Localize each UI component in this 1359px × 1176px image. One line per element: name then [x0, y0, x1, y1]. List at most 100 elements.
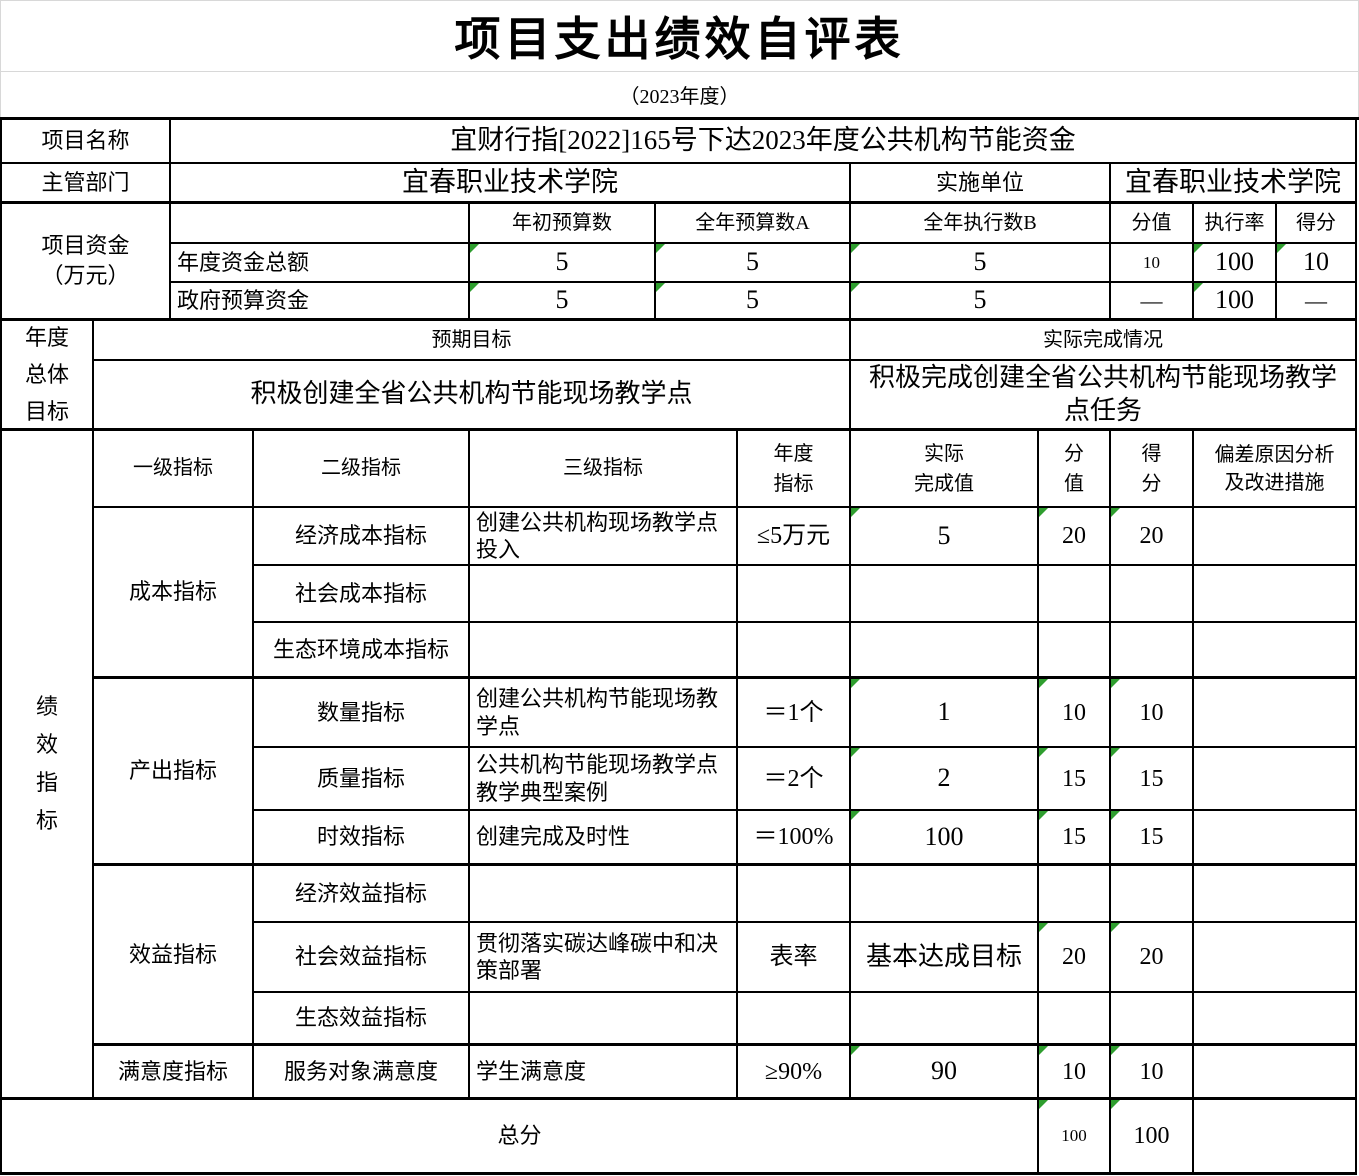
indicator-annual [738, 566, 851, 623]
funding-cell: 5 [470, 244, 656, 283]
indicator-level3: 创建完成及时性 [470, 811, 738, 866]
funding-section-label: 项目资金 （万元） [2, 204, 171, 321]
cell-note-icon [851, 1046, 860, 1055]
cell-note-icon [1111, 1100, 1120, 1109]
indicator-score: 20 [1111, 508, 1194, 566]
indicator-actual: 90 [851, 1046, 1039, 1100]
cell-note-icon [1111, 923, 1120, 932]
cell-note-icon [656, 244, 665, 253]
funding-blank-header [171, 204, 470, 244]
cell-note-icon [1111, 748, 1120, 757]
cell-note-icon [1039, 508, 1048, 517]
cell-note-icon [1194, 283, 1203, 292]
indicators-h-annual: 年度 指标 [738, 431, 851, 508]
indicator-deviation [1194, 623, 1357, 679]
indicator-weight [1039, 993, 1111, 1046]
indicator-deviation [1194, 923, 1357, 993]
indicator-actual: 2 [851, 748, 1039, 811]
indicator-weight: 20 [1039, 508, 1111, 566]
indicator-score: 10 [1111, 679, 1194, 748]
indicator-score [1111, 623, 1194, 679]
cell-note-icon [470, 244, 479, 253]
cell-note-icon [851, 811, 860, 820]
indicator-annual [738, 623, 851, 679]
indicator-level2: 社会成本指标 [254, 566, 470, 623]
indicator-level3: 学生满意度 [470, 1046, 738, 1100]
indicators-section-label: 绩 效 指 标 [2, 431, 94, 1100]
funding-cell: 10 [1277, 244, 1357, 283]
funding-col-initial: 年初预算数 [470, 204, 656, 244]
indicator-level2: 经济成本指标 [254, 508, 470, 566]
cell-note-icon [1111, 1046, 1120, 1055]
indicator-level2: 生态效益指标 [254, 993, 470, 1046]
cell-note-icon [1111, 508, 1120, 517]
indicator-annual [738, 993, 851, 1046]
page-title: 项目支出绩效自评表 [0, 0, 1359, 72]
indicator-deviation [1194, 566, 1357, 623]
funding-col-executed: 全年执行数B [851, 204, 1111, 244]
indicator-level2: 经济效益指标 [254, 866, 470, 923]
cell-note-icon [1111, 679, 1120, 688]
indicator-actual: 基本达成目标 [851, 923, 1039, 993]
cell-note-icon [1111, 811, 1120, 820]
cell-note-icon [1277, 244, 1286, 253]
indicator-actual [851, 623, 1039, 679]
impl-unit-label: 实施单位 [851, 164, 1111, 204]
funding-cell: 5 [851, 283, 1111, 321]
cell-note-icon [1039, 923, 1048, 932]
indicator-annual: ＝2个 [738, 748, 851, 811]
dept-label: 主管部门 [2, 164, 171, 204]
funding-row-label: 政府预算资金 [171, 283, 470, 321]
group-satisfaction: 满意度指标 [94, 1046, 254, 1100]
impl-unit-value: 宜春职业技术学院 [1111, 164, 1357, 204]
indicator-actual [851, 993, 1039, 1046]
indicator-score: 15 [1111, 811, 1194, 866]
indicator-actual: 1 [851, 679, 1039, 748]
indicator-annual: ＝1个 [738, 679, 851, 748]
indicator-deviation [1194, 679, 1357, 748]
total-deviation [1194, 1100, 1357, 1175]
indicator-level2: 社会效益指标 [254, 923, 470, 993]
cell-note-icon [851, 283, 860, 292]
indicator-deviation [1194, 866, 1357, 923]
indicator-deviation [1194, 1046, 1357, 1100]
funding-col-rate: 执行率 [1194, 204, 1277, 244]
indicators-h-level3: 三级指标 [470, 431, 738, 508]
indicator-weight [1039, 623, 1111, 679]
indicator-actual: 5 [851, 508, 1039, 566]
page-subtitle: （2023年度） [0, 72, 1359, 117]
cell-note-icon [1039, 1100, 1048, 1109]
indicator-annual: ≥90% [738, 1046, 851, 1100]
group-benefit: 效益指标 [94, 866, 254, 1046]
cell-note-icon [1194, 244, 1203, 253]
dept-value: 宜春职业技术学院 [171, 164, 851, 204]
indicator-actual: 100 [851, 811, 1039, 866]
funding-col-weight: 分值 [1111, 204, 1194, 244]
funding-cell: 5 [470, 283, 656, 321]
indicator-level3: 贯彻落实碳达峰碳中和决策部署 [470, 923, 738, 993]
group-cost: 成本指标 [94, 508, 254, 679]
indicators-h-deviation: 偏差原因分析 及改进措施 [1194, 431, 1357, 508]
funding-cell: 100 [1194, 244, 1277, 283]
indicator-deviation [1194, 508, 1357, 566]
indicator-level3 [470, 866, 738, 923]
cell-note-icon [1039, 811, 1048, 820]
funding-col-annual: 全年预算数A [656, 204, 851, 244]
indicators-h-level1: 一级指标 [94, 431, 254, 508]
goal-actual-value: 积极完成创建全省公共机构节能现场教学点任务 [851, 361, 1357, 431]
goal-section-label: 年度 总体 目标 [2, 321, 94, 431]
indicator-level3 [470, 623, 738, 679]
indicators-h-score: 得 分 [1111, 431, 1194, 508]
indicator-weight: 15 [1039, 748, 1111, 811]
cell-note-icon [1039, 1046, 1048, 1055]
funding-cell: 5 [656, 244, 851, 283]
funding-row-label: 年度资金总额 [171, 244, 470, 283]
indicator-level3 [470, 566, 738, 623]
indicator-level2: 服务对象满意度 [254, 1046, 470, 1100]
total-label: 总分 [2, 1100, 1039, 1175]
goal-actual-header: 实际完成情况 [851, 321, 1357, 361]
group-output: 产出指标 [94, 679, 254, 866]
indicator-weight: 10 [1039, 1046, 1111, 1100]
cell-note-icon [851, 679, 860, 688]
funding-cell: 5 [656, 283, 851, 321]
